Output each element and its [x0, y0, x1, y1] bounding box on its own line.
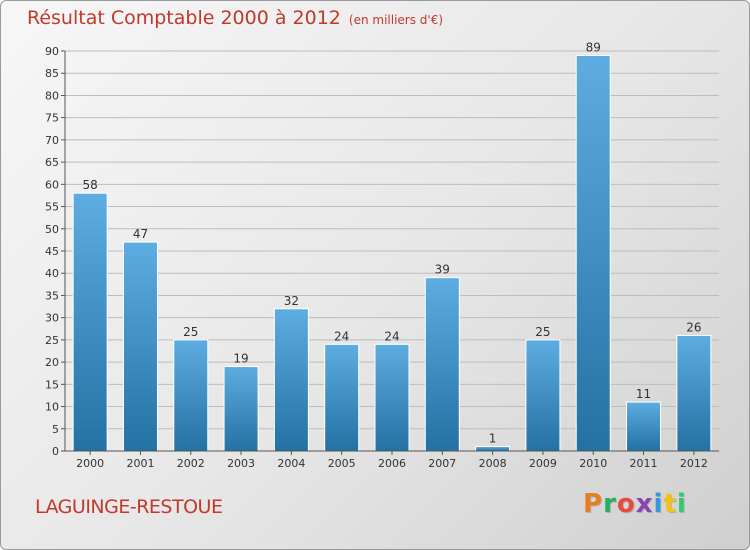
x-tick-label-2007: 2007	[428, 457, 456, 470]
logo-letter: i	[653, 489, 664, 519]
y-tick-label: 60	[45, 178, 59, 191]
y-tick-label: 10	[45, 401, 59, 414]
y-tick-label: 5	[52, 423, 59, 436]
x-tick-label-2009: 2009	[529, 457, 557, 470]
y-tick-label: 15	[45, 378, 59, 391]
chart-title: Résultat Comptable 2000 à 2012 (en millie…	[27, 7, 443, 29]
logo-letter: o	[616, 489, 636, 519]
x-tick-label-2000: 2000	[76, 457, 104, 470]
chart-unit: (en milliers d'€)	[348, 13, 444, 27]
x-tick-label-2003: 2003	[227, 457, 255, 470]
commune-name: LAGUINGE-RESTOUE	[35, 496, 223, 518]
data-label-2012: 26	[686, 320, 701, 334]
x-tick-labels: 2000 2001 2002 2003 2004 2005 2006 2007 2008 2009…	[76, 451, 708, 470]
x-tick-label-2005: 2005	[328, 457, 356, 470]
bar-2010	[575, 54, 611, 452]
bar-2009	[525, 339, 561, 452]
data-label-2006: 24	[384, 329, 399, 343]
x-tick-label-2001: 2001	[126, 457, 154, 470]
y-tick-label: 20	[45, 356, 59, 369]
bar-2001	[122, 241, 158, 452]
x-tick-label-2011: 2011	[630, 457, 658, 470]
proxiti-logo[interactable]: Proxiti	[583, 489, 687, 519]
x-tick-label-2002: 2002	[177, 457, 205, 470]
logo-letter: t	[663, 489, 677, 519]
bar-2012	[676, 334, 712, 452]
bars	[72, 54, 712, 452]
y-tick-label: 30	[45, 312, 59, 325]
bar-2005	[324, 343, 360, 452]
bar-2002	[173, 339, 209, 452]
data-labels: 58 47 25 19 32 24 24 39 1 25 89 11 26	[83, 40, 702, 445]
logo-letter: x	[635, 489, 654, 519]
bar-2008	[475, 446, 511, 452]
y-tick-label: 50	[45, 223, 59, 236]
logo-letter: P	[583, 489, 604, 519]
y-tick-label: 35	[45, 289, 59, 302]
y-tick-label: 90	[45, 45, 59, 58]
data-label-2007: 39	[435, 263, 450, 277]
bar-2007	[424, 277, 460, 452]
y-tick-label: 65	[45, 156, 59, 169]
data-label-2002: 25	[183, 325, 198, 339]
x-tick-label-2006: 2006	[378, 457, 406, 470]
x-tick-label-2004: 2004	[277, 457, 305, 470]
bar-2003	[223, 366, 259, 452]
data-label-2001: 47	[133, 227, 148, 241]
bar-2000	[72, 192, 108, 452]
y-tick-label: 85	[45, 67, 59, 80]
y-tick-label: 80	[45, 89, 59, 102]
logo-letter: r	[603, 489, 617, 519]
chart-title-text: Résultat Comptable 2000 à 2012	[27, 7, 341, 29]
data-label-2000: 58	[83, 178, 98, 192]
y-tick-label: 0	[52, 445, 59, 458]
data-label-2009: 25	[535, 325, 550, 339]
data-label-2005: 24	[334, 329, 349, 343]
data-label-2008: 1	[489, 432, 497, 446]
x-tick-label-2008: 2008	[479, 457, 507, 470]
y-tick-label: 45	[45, 245, 59, 258]
y-tick-label: 55	[45, 201, 59, 214]
y-tick-labels: 0 5 10 15 20 25 30 35 40 45 50 55 60 65 70 75 80 85 90	[45, 45, 65, 458]
y-tick-label: 40	[45, 267, 59, 280]
y-tick-label: 75	[45, 112, 59, 125]
bar-2006	[374, 343, 410, 452]
logo-letter: i	[676, 489, 687, 519]
data-label-2003: 19	[233, 352, 248, 366]
y-tick-label: 25	[45, 334, 59, 347]
data-label-2010: 89	[586, 40, 601, 54]
y-tick-label: 70	[45, 134, 59, 147]
bar-2011	[626, 401, 662, 452]
x-tick-label-2010: 2010	[579, 457, 607, 470]
data-label-2004: 32	[284, 294, 299, 308]
data-label-2011: 11	[636, 387, 651, 401]
bar-2004	[273, 308, 309, 452]
x-tick-label-2012: 2012	[680, 457, 708, 470]
